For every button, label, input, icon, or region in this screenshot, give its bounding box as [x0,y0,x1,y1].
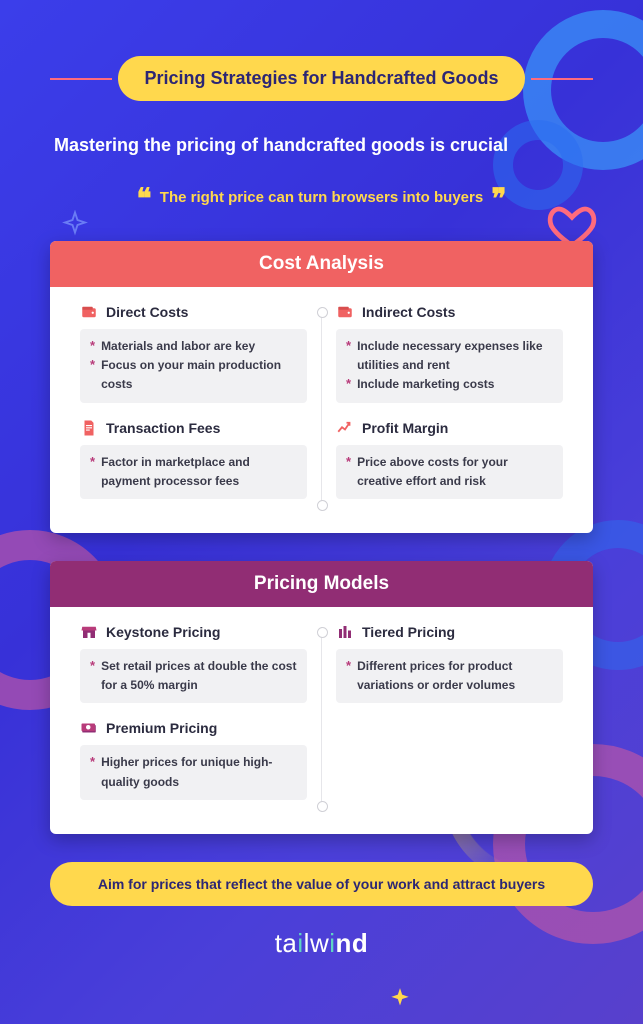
block-title: Premium Pricing [80,719,307,737]
card2-left-col: Keystone Pricing Set retail prices at dou… [70,623,317,816]
info-block: Keystone Pricing Set retail prices at dou… [80,623,307,703]
block-title: Tiered Pricing [336,623,563,641]
bullet-item: Include marketing costs [346,375,553,394]
bullet-item: Price above costs for your creative effo… [346,453,553,491]
bullet-list: Include necessary expenses like utilitie… [336,329,563,403]
block-title-text: Tiered Pricing [362,624,455,640]
block-title-text: Keystone Pricing [106,624,220,640]
bullet-item: Different prices for product variations … [346,657,553,695]
bullet-item: Set retail prices at double the cost for… [90,657,297,695]
bullet-item: Higher prices for unique high-quality go… [90,753,297,791]
card1-left-col: Direct CostsMaterials and labor are keyF… [70,303,317,515]
block-title: Profit Margin [336,419,563,437]
bullet-list: Materials and labor are keyFocus on your… [80,329,307,403]
info-block: Transaction Fees Factor in marketplace an… [80,419,307,499]
block-title: Keystone Pricing [80,623,307,641]
trend-icon [336,419,354,437]
cash-icon [80,719,98,737]
card-header: Pricing Models [50,561,593,607]
cost-analysis-card: Cost Analysis Direct Costs Materials and … [50,241,593,533]
brand-logo: tailwind [50,928,593,959]
bullet-list: Different prices for product variations … [336,649,563,703]
info-block: Premium Pricing Higher prices for unique … [80,719,307,799]
block-title-text: Profit Margin [362,420,448,436]
bullet-list: Price above costs for your creative effo… [336,445,563,499]
block-title: Transaction Fees [80,419,307,437]
tiers-icon [336,623,354,641]
quote-close-icon: ❞ [487,183,510,214]
info-block: Direct Costs Materials and labor are keyF… [80,303,307,403]
quote-text: The right price can turn browsers into b… [160,189,483,206]
card2-right-col: Tiered Pricing Different prices for produ… [326,623,573,816]
wallet-icon [336,303,354,321]
file-icon [80,419,98,437]
info-block: Tiered Pricing Different prices for produ… [336,623,563,703]
quote-open-icon: ❝ [133,183,156,214]
title-row: Pricing Strategies for Handcrafted Goods [50,56,593,101]
quote: ❝ The right price can turn browsers into… [50,182,593,215]
subtitle: Mastering the pricing of handcrafted goo… [54,135,593,156]
card-header: Cost Analysis [50,241,593,287]
store-icon [80,623,98,641]
block-title-text: Indirect Costs [362,304,455,320]
block-title-text: Transaction Fees [106,420,220,436]
page-title: Pricing Strategies for Handcrafted Goods [118,56,524,101]
bullet-list: Higher prices for unique high-quality go… [80,745,307,799]
wallet-icon [80,303,98,321]
block-title: Direct Costs [80,303,307,321]
info-block: Profit Margin Price above costs for your … [336,419,563,499]
bullet-item: Materials and labor are key [90,337,297,356]
block-title: Indirect Costs [336,303,563,321]
info-block: Indirect Costs Include necessary expenses… [336,303,563,403]
block-title-text: Premium Pricing [106,720,217,736]
pricing-models-card: Pricing Models Keystone Pricing Set retai… [50,561,593,834]
bullet-item: Include necessary expenses like utilitie… [346,337,553,375]
card1-right-col: Indirect Costs Include necessary expenses… [326,303,573,515]
bullet-item: Factor in marketplace and payment proces… [90,453,297,491]
bullet-list: Factor in marketplace and payment proces… [80,445,307,499]
bottom-callout: Aim for prices that reflect the value of… [50,862,593,906]
bullet-list: Set retail prices at double the cost for… [80,649,307,703]
block-title-text: Direct Costs [106,304,188,320]
bullet-item: Focus on your main production costs [90,356,297,394]
